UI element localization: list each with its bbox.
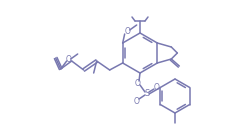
Text: O: O [66, 56, 72, 64]
Text: S: S [144, 89, 150, 99]
Text: O: O [134, 97, 140, 107]
Text: O: O [154, 83, 160, 91]
Text: O: O [125, 26, 131, 36]
Text: O: O [135, 78, 141, 88]
